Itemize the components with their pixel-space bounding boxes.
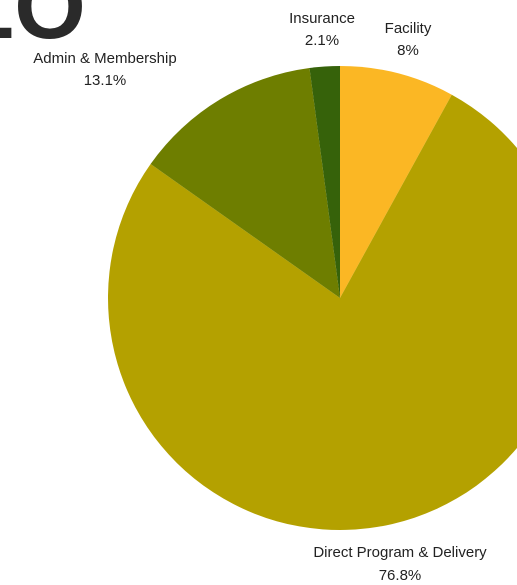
slice-label-name: Admin & Membership	[33, 50, 176, 67]
slice-label-insurance: Insurance 2.1%	[289, 10, 355, 49]
slice-label-name: Facility	[385, 20, 432, 37]
pie-slice-admin-membership	[150, 68, 340, 299]
slice-label-name: Direct Program & Delivery	[313, 544, 487, 561]
pie-slices	[108, 66, 517, 530]
pie-slice-facility	[340, 66, 452, 298]
slice-label-value: 2.1%	[305, 32, 339, 49]
slice-label-value: 76.8%	[379, 567, 422, 584]
pie-slice-direct-program-delivery	[108, 94, 517, 530]
slice-label-facility: Facility 8%	[385, 20, 432, 59]
slice-label-value: 13.1%	[84, 72, 127, 89]
slice-label-name: Insurance	[289, 10, 355, 27]
title-fragment: LO	[0, 0, 86, 58]
slice-label-value: 8%	[397, 42, 419, 59]
slice-label-direct-program-delivery: Direct Program & Delivery 76.8%	[313, 544, 487, 584]
pie-slice-insurance	[309, 66, 340, 298]
slice-label-admin-membership: Admin & Membership 13.1%	[33, 50, 176, 89]
